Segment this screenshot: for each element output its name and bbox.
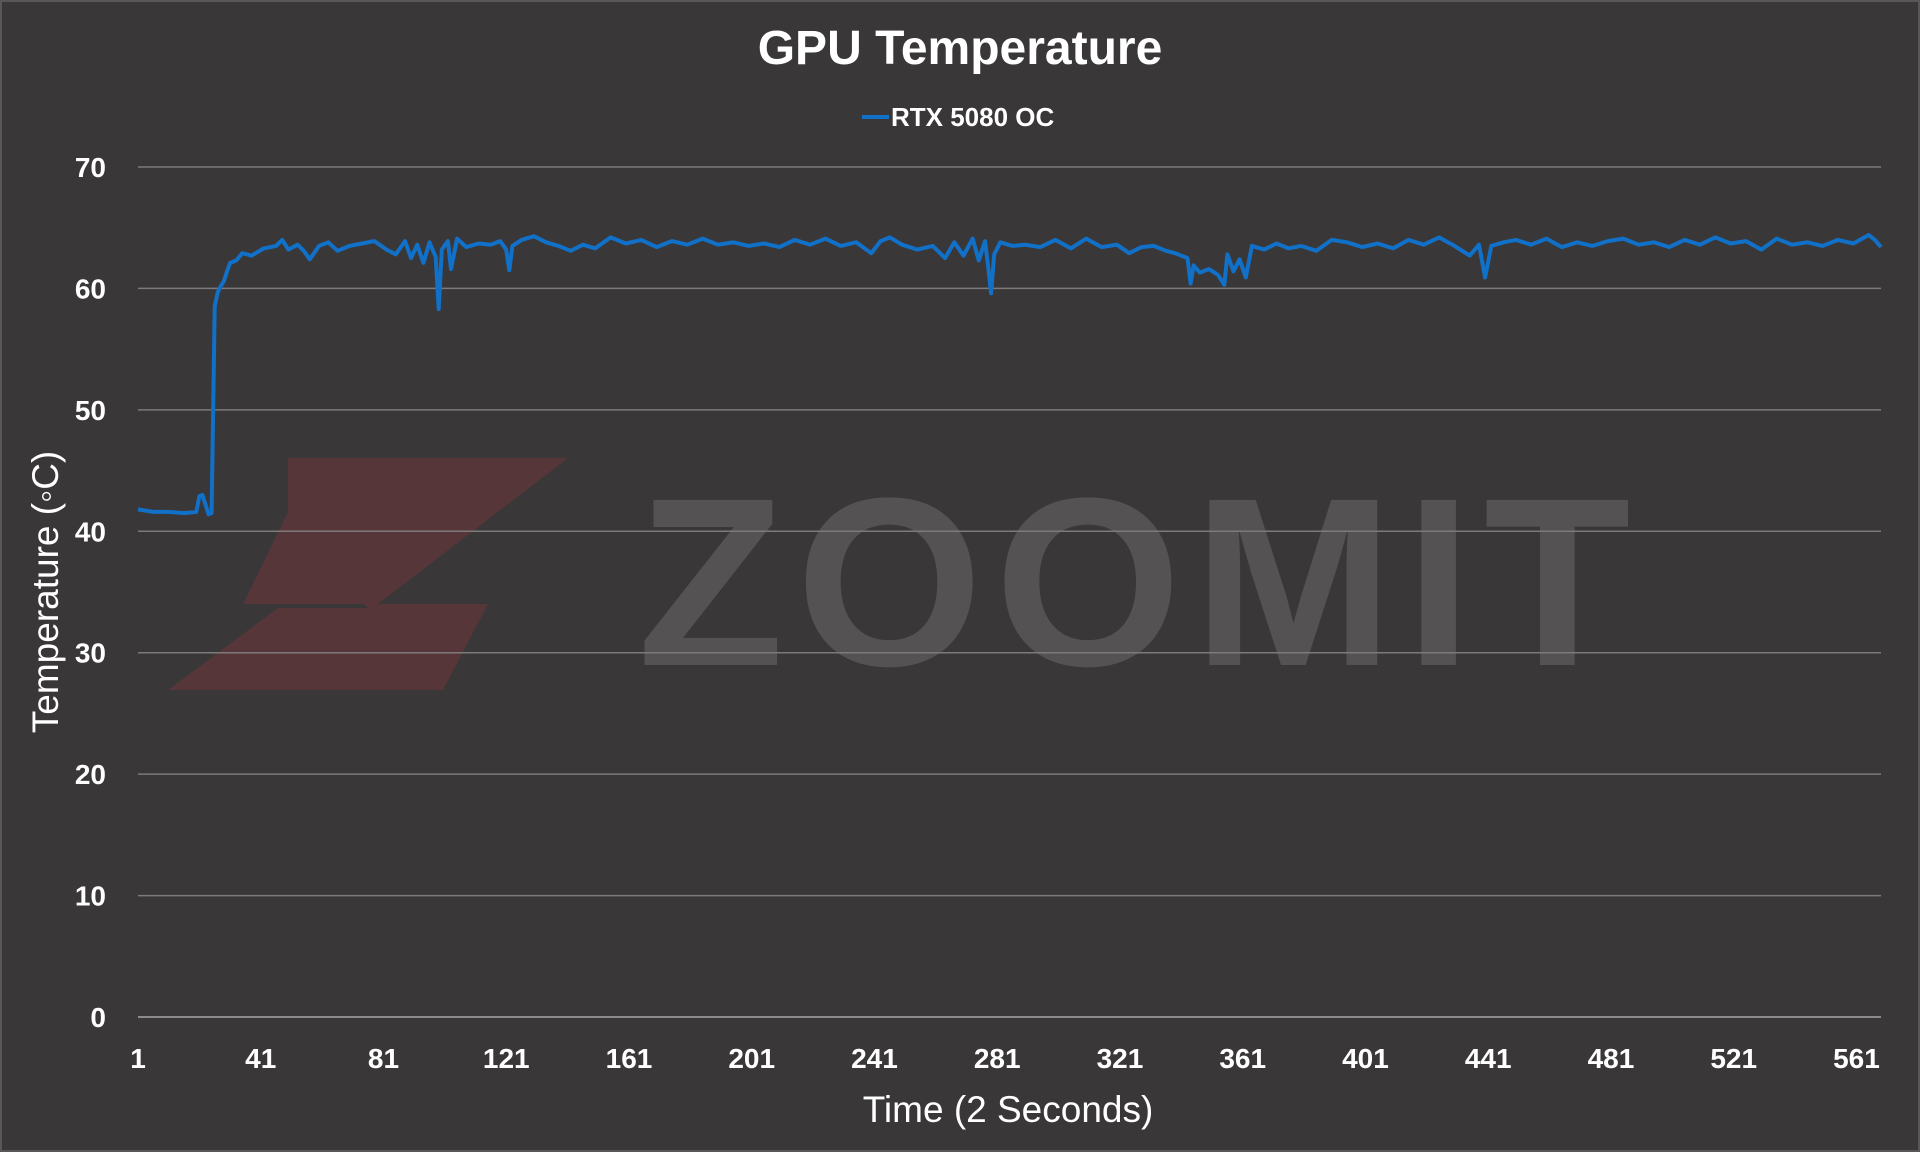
x-tick-label: 241 bbox=[851, 1043, 898, 1074]
x-tick-label: 561 bbox=[1833, 1043, 1880, 1074]
x-tick-label: 481 bbox=[1588, 1043, 1635, 1074]
x-tick-labels: 1 41 81 121 161 201 241 281 321 361 401 441 481 521 56… bbox=[130, 1043, 1880, 1074]
y-tick-label: 20 bbox=[75, 759, 106, 790]
x-tick-label: 41 bbox=[245, 1043, 276, 1074]
x-axis-label: Time (2 Seconds) bbox=[863, 1089, 1154, 1130]
x-tick-label: 521 bbox=[1710, 1043, 1757, 1074]
grid-lines bbox=[138, 166, 1881, 1018]
y-tick-labels: 0 10 20 30 40 50 60 70 bbox=[75, 152, 106, 1033]
series-layer bbox=[137, 233, 1883, 517]
y-tick-label: 50 bbox=[75, 395, 106, 426]
y-tick-label: 60 bbox=[75, 273, 106, 304]
legend: RTX 5080 OC bbox=[862, 102, 1055, 132]
x-tick-label: 81 bbox=[368, 1043, 399, 1074]
x-tick-label: 161 bbox=[606, 1043, 653, 1074]
x-tick-label: 441 bbox=[1465, 1043, 1512, 1074]
y-tick-label: 40 bbox=[75, 516, 106, 547]
y-tick-label: 10 bbox=[75, 881, 106, 912]
y-tick-label: 70 bbox=[75, 152, 106, 183]
x-tick-label: 361 bbox=[1219, 1043, 1266, 1074]
chart-title: GPU Temperature bbox=[758, 22, 1163, 75]
y-tick-label: 0 bbox=[90, 1002, 106, 1033]
x-tick-label: 121 bbox=[483, 1043, 530, 1074]
y-tick-label: 30 bbox=[75, 638, 106, 669]
watermark-text: ZOOMIT bbox=[637, 448, 1642, 716]
legend-label: RTX 5080 OC bbox=[891, 102, 1055, 132]
x-tick-label: 321 bbox=[1097, 1043, 1144, 1074]
x-tick-label: 281 bbox=[974, 1043, 1021, 1074]
x-tick-label: 1 bbox=[130, 1043, 146, 1074]
watermark-logo-shape bbox=[168, 458, 568, 690]
x-tick-label: 201 bbox=[728, 1043, 775, 1074]
y-axis-label: Temperature (◦C) bbox=[25, 451, 66, 733]
series-line-rtx-5080-oc bbox=[137, 233, 1883, 517]
x-tick-label: 401 bbox=[1342, 1043, 1389, 1074]
zoomit-watermark: ZOOMIT bbox=[168, 448, 1642, 716]
